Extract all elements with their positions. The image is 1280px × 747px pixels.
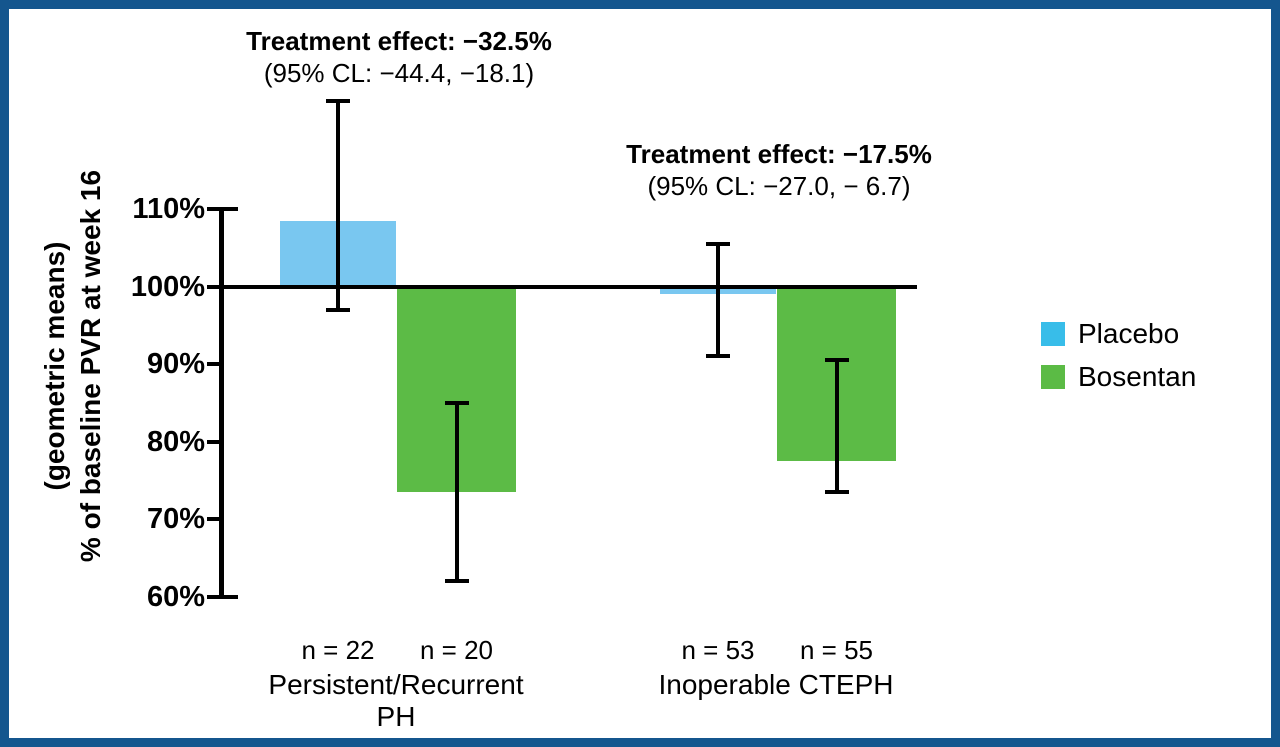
y-tick-80	[207, 439, 221, 444]
legend-item-placebo: Placebo	[1041, 318, 1196, 349]
error-bar-placebo-group2	[716, 243, 720, 357]
treatment-effect-line1: Treatment effect: −32.5%	[246, 26, 552, 56]
error-bar-placebo-group1	[336, 100, 340, 310]
y-tick-label-110: 110%	[132, 193, 205, 225]
treatment-effect-annotation-group2: Treatment effect: −17.5% (95% CL: −27.0, …	[626, 138, 932, 202]
error-cap-bottom-bosentan-group1	[444, 579, 469, 583]
group-label-line: Inoperable CTEPH	[658, 669, 894, 700]
y-axis-line	[219, 207, 224, 599]
group-label-line: PH	[376, 701, 416, 732]
legend: Placebo Bosentan	[1041, 318, 1197, 407]
error-cap-bottom-placebo-group2	[706, 354, 730, 359]
treatment-effect-line1: Treatment effect: −17.5%	[626, 139, 932, 169]
n-label-placebo-group1: n = 22	[301, 635, 375, 665]
error-cap-bottom-placebo-group1	[326, 307, 350, 312]
n-label-placebo-group2: n = 53	[681, 635, 755, 665]
y-tick-110	[207, 207, 238, 211]
group-label-1: Persistent/Recurrent PH	[268, 669, 523, 733]
y-tick-label-70: 70%	[146, 503, 205, 535]
n-label-bosentan-group1: n = 20	[419, 635, 494, 665]
y-tick-60	[207, 594, 238, 599]
error-cap-top-placebo-group1	[326, 98, 350, 103]
y-tick-label-100: 100%	[130, 270, 205, 303]
y-axis-title-line1: (geometric means)	[39, 241, 70, 491]
y-tick-90	[207, 362, 221, 366]
legend-swatch-placebo	[1041, 322, 1065, 346]
treatment-effect-annotation-group1: Treatment effect: −32.5% (95% CL: −44.4, …	[246, 25, 552, 89]
error-bar-bosentan-group2	[834, 360, 839, 492]
error-cap-top-bosentan-group2	[824, 358, 849, 363]
error-cap-top-placebo-group2	[706, 241, 730, 246]
group-label-line: Persistent/Recurrent	[268, 669, 524, 700]
n-label-bosentan-group2: n = 55	[799, 635, 874, 665]
y-tick-70	[207, 517, 221, 521]
baseline-100pct	[219, 284, 917, 289]
legend-label-placebo: Placebo	[1078, 318, 1180, 349]
error-cap-bottom-bosentan-group2	[824, 489, 849, 494]
y-tick-label-80: 80%	[146, 425, 205, 458]
group-label-2: Inoperable CTEPH	[658, 669, 893, 701]
y-tick-100	[207, 284, 221, 289]
treatment-effect-line2: (95% CL: −27.0, − 6.7)	[647, 171, 911, 201]
legend-swatch-bosentan	[1041, 365, 1065, 389]
legend-label-bosentan: Bosentan	[1078, 361, 1197, 392]
treatment-effect-line2: (95% CL: −44.4, −18.1)	[263, 58, 535, 88]
y-tick-label-90: 90%	[146, 348, 205, 380]
legend-item-bosentan: Bosentan	[1041, 361, 1197, 392]
error-cap-top-bosentan-group1	[444, 400, 469, 405]
y-tick-label-60: 60%	[146, 580, 205, 613]
error-bar-bosentan-group1	[454, 402, 459, 581]
